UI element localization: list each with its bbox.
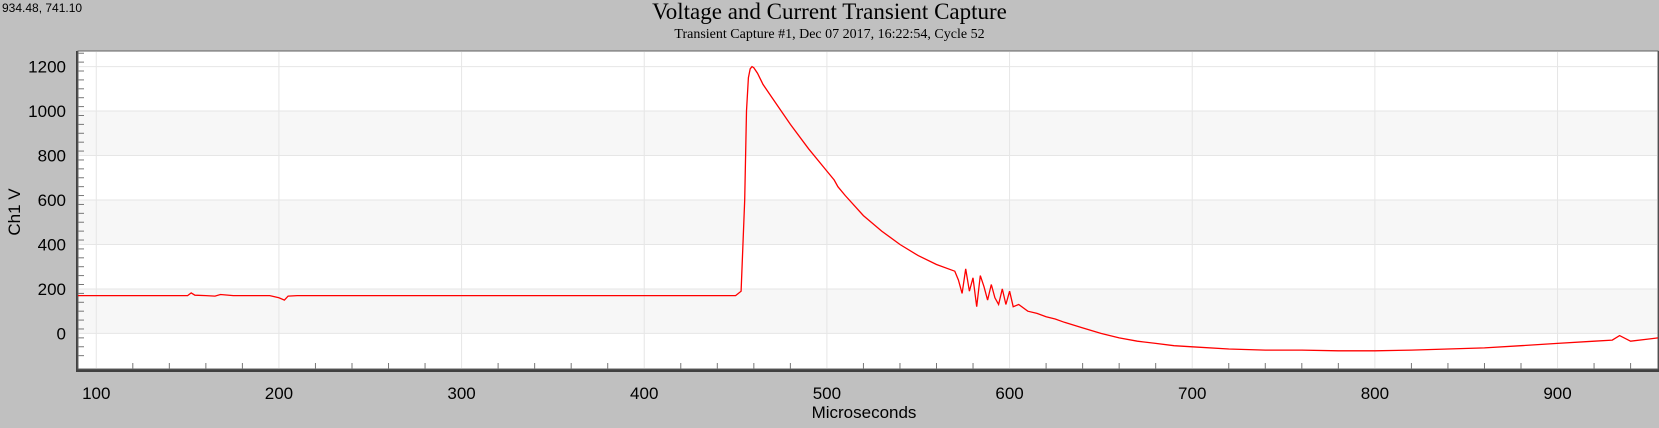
grid-lines <box>79 52 1657 368</box>
x-tick-label: 200 <box>265 384 293 403</box>
x-tick-label: 300 <box>447 384 475 403</box>
minor-ticks <box>78 52 1632 369</box>
y-tick-label: 800 <box>38 147 66 166</box>
y-tick-label: 400 <box>38 235 66 254</box>
y-axis-label: Ch1 V <box>5 188 24 236</box>
plot-band <box>79 111 1657 156</box>
x-tick-label: 900 <box>1543 384 1571 403</box>
y-tick-label: 0 <box>57 324 66 343</box>
chart-title: Voltage and Current Transient Capture <box>652 0 1007 24</box>
plot-band <box>79 199 1657 245</box>
plot-band <box>79 288 1657 334</box>
y-tick-label: 600 <box>38 191 66 210</box>
x-tick-label: 600 <box>995 384 1023 403</box>
x-axis-label: Microseconds <box>812 403 917 422</box>
x-tick-label: 500 <box>813 384 841 403</box>
x-tick-label: 400 <box>630 384 658 403</box>
series-line-ch1-voltage <box>78 65 1659 352</box>
x-tick-label: 800 <box>1361 384 1389 403</box>
y-tick-label: 1000 <box>28 102 66 121</box>
y-tick-label: 1200 <box>28 58 66 77</box>
x-tick-label: 700 <box>1178 384 1206 403</box>
y-tick-label: 200 <box>38 280 66 299</box>
plot-bands <box>79 111 1657 334</box>
y-tick-labels: 0 200 400 600 800 1000 1200 <box>28 58 66 344</box>
x-tick-label: 100 <box>82 384 110 403</box>
x-tick-labels: 100 200 300 400 500 600 700 800 900 <box>82 384 1572 403</box>
cursor-coordinate-readout: 934.48, 741.10 <box>2 1 83 15</box>
chart-subtitle: Transient Capture #1, Dec 07 2017, 16:22… <box>674 27 985 42</box>
